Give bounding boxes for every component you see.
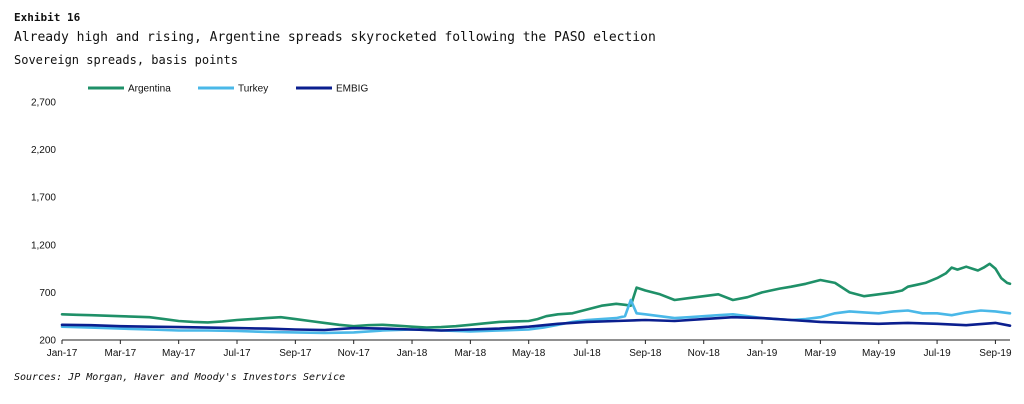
legend-label-embig: EMBIG: [336, 84, 368, 95]
x-tick-label: Jan-19: [747, 348, 778, 359]
x-tick-label: Sep-18: [629, 348, 662, 359]
x-tick-label: Sep-19: [979, 348, 1012, 359]
legend-label-turkey: Turkey: [238, 84, 268, 95]
series-line-turkey: [60, 298, 1012, 335]
x-tick-label: Mar-17: [104, 348, 136, 359]
chart-title: Already high and rising, Argentine sprea…: [14, 30, 656, 45]
series-line-argentina: [60, 262, 1012, 329]
exhibit-label: Exhibit 16: [14, 11, 81, 24]
y-tick-label: 1,200: [31, 240, 56, 251]
x-tick-label: Mar-19: [805, 348, 837, 359]
x-tick-label: Jul-17: [223, 348, 251, 359]
y-axis: 200 700 1,200 1,700 2,200 2,700: [31, 98, 56, 347]
x-axis: Jan-17 Mar-17 May-17 Jul-17 Sep-17 Nov-17 Jan-…: [47, 339, 1012, 359]
x-tick-label: May-17: [162, 348, 196, 359]
chart-subtitle: Sovereign spreads, basis points: [14, 53, 238, 67]
y-tick-label: 2,700: [31, 98, 56, 109]
x-tick-label: Jan-18: [397, 348, 428, 359]
legend-label-argentina: Argentina: [128, 84, 171, 95]
x-tick-label: Nov-17: [338, 348, 371, 359]
y-tick-label: 200: [39, 336, 56, 347]
x-tick-label: Nov-18: [688, 348, 721, 359]
y-tick-label: 700: [39, 288, 56, 299]
x-tick-label: Jan-17: [47, 348, 78, 359]
x-tick-label: Jul-18: [573, 348, 601, 359]
x-tick-label: Sep-17: [279, 348, 312, 359]
series-line-embig: [60, 315, 1012, 332]
y-tick-label: 1,700: [31, 193, 56, 204]
plot-area: [60, 262, 1012, 335]
x-tick-label: May-18: [512, 348, 546, 359]
chart-legend: Argentina Turkey EMBIG: [88, 84, 368, 95]
source-note: Sources: JP Morgan, Haver and Moody's In…: [14, 372, 346, 383]
x-tick-label: May-19: [862, 348, 896, 359]
x-tick-label: Mar-18: [455, 348, 487, 359]
x-tick-label: Jul-19: [923, 348, 951, 359]
y-tick-label: 2,200: [31, 145, 56, 156]
